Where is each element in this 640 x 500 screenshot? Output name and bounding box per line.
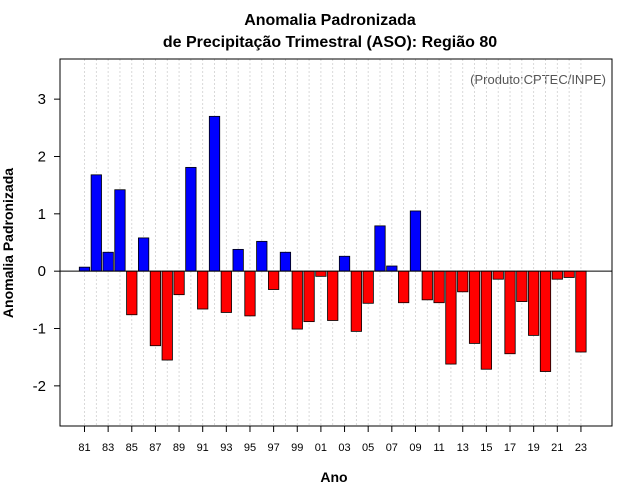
bar	[386, 265, 398, 272]
bar	[220, 270, 232, 313]
x-tick-label: 89	[173, 442, 185, 454]
bar	[327, 270, 339, 321]
bar	[185, 166, 197, 272]
bar	[244, 270, 256, 317]
bar	[161, 270, 173, 361]
bar	[457, 270, 469, 293]
y-tick-label: 1	[38, 206, 46, 223]
x-tick-label: 05	[362, 442, 374, 454]
x-tick-label: 21	[551, 442, 563, 454]
x-tick-label: 97	[267, 442, 279, 454]
x-tick-label: 93	[220, 442, 232, 454]
bar	[528, 270, 540, 336]
x-tick-label: 03	[338, 442, 350, 454]
bar	[575, 270, 587, 353]
x-tick-label: 91	[197, 442, 209, 454]
bar	[551, 270, 563, 280]
x-tick-label: 81	[78, 442, 90, 454]
bar	[114, 189, 126, 272]
bar	[315, 270, 327, 277]
bar	[362, 270, 374, 304]
bar	[256, 240, 268, 272]
bar	[398, 270, 410, 304]
bar	[409, 210, 422, 272]
bar	[338, 255, 351, 272]
bar	[78, 266, 91, 272]
x-tick-label: 23	[575, 442, 587, 454]
x-tick-label: 11	[433, 442, 444, 454]
bar	[137, 237, 150, 272]
bar	[90, 174, 102, 272]
grid-layer	[84, 59, 582, 426]
x-tick-label: 85	[126, 442, 138, 454]
chart-subtitle: de Precipitação Trimestral (ASO): Região…	[163, 34, 497, 51]
x-tick-label: 87	[149, 442, 161, 454]
bar	[197, 270, 209, 310]
x-axis: 81 83 85 87 89 91 93 95 97 99 01 03 05 07 09 11 13 15 17 19…	[78, 426, 587, 454]
x-tick-label: 83	[102, 442, 114, 454]
x-tick-label: 17	[504, 442, 516, 454]
bar	[102, 251, 114, 272]
bar	[539, 270, 552, 372]
x-tick-label: 95	[244, 442, 256, 454]
x-tick-label: 01	[315, 442, 327, 454]
bar	[350, 270, 362, 332]
bar	[268, 270, 280, 290]
x-axis-title: Ano	[320, 469, 347, 485]
x-tick-label: 99	[291, 442, 303, 454]
plot-frame	[59, 58, 613, 427]
bar	[303, 270, 315, 323]
chart-title: Anomalia Padronizada	[244, 12, 416, 29]
x-tick-label: 09	[409, 442, 421, 454]
y-tick-label: -1	[33, 321, 46, 338]
bar	[279, 251, 292, 272]
bar	[504, 270, 516, 355]
bar	[492, 270, 504, 280]
bar	[232, 248, 244, 272]
bar	[208, 115, 221, 272]
bar	[149, 270, 162, 347]
bar	[480, 270, 492, 370]
y-tick-label: 3	[38, 91, 46, 108]
bar	[516, 270, 528, 302]
bar	[173, 270, 185, 296]
x-tick-label: 19	[528, 442, 540, 454]
x-tick-label: 15	[480, 442, 492, 454]
bar	[126, 270, 138, 316]
y-tick-label: 2	[38, 148, 46, 165]
bar	[433, 270, 445, 304]
y-axis-title: Anomalia Padronizada	[0, 168, 16, 318]
y-tick-label: -2	[33, 378, 46, 395]
bar	[374, 225, 386, 272]
bar	[291, 270, 303, 330]
bars-layer	[78, 115, 587, 372]
bar	[468, 270, 481, 344]
bar	[445, 270, 457, 365]
y-axis: -2 -1 0 1 2 3	[33, 91, 60, 395]
bar	[421, 270, 433, 301]
bar	[563, 270, 575, 278]
credit-annotation: (Produto:CPTEC/INPE)	[470, 72, 606, 87]
y-tick-label: 0	[38, 263, 46, 280]
x-tick-label: 07	[386, 442, 398, 454]
x-tick-label: 13	[457, 442, 469, 454]
